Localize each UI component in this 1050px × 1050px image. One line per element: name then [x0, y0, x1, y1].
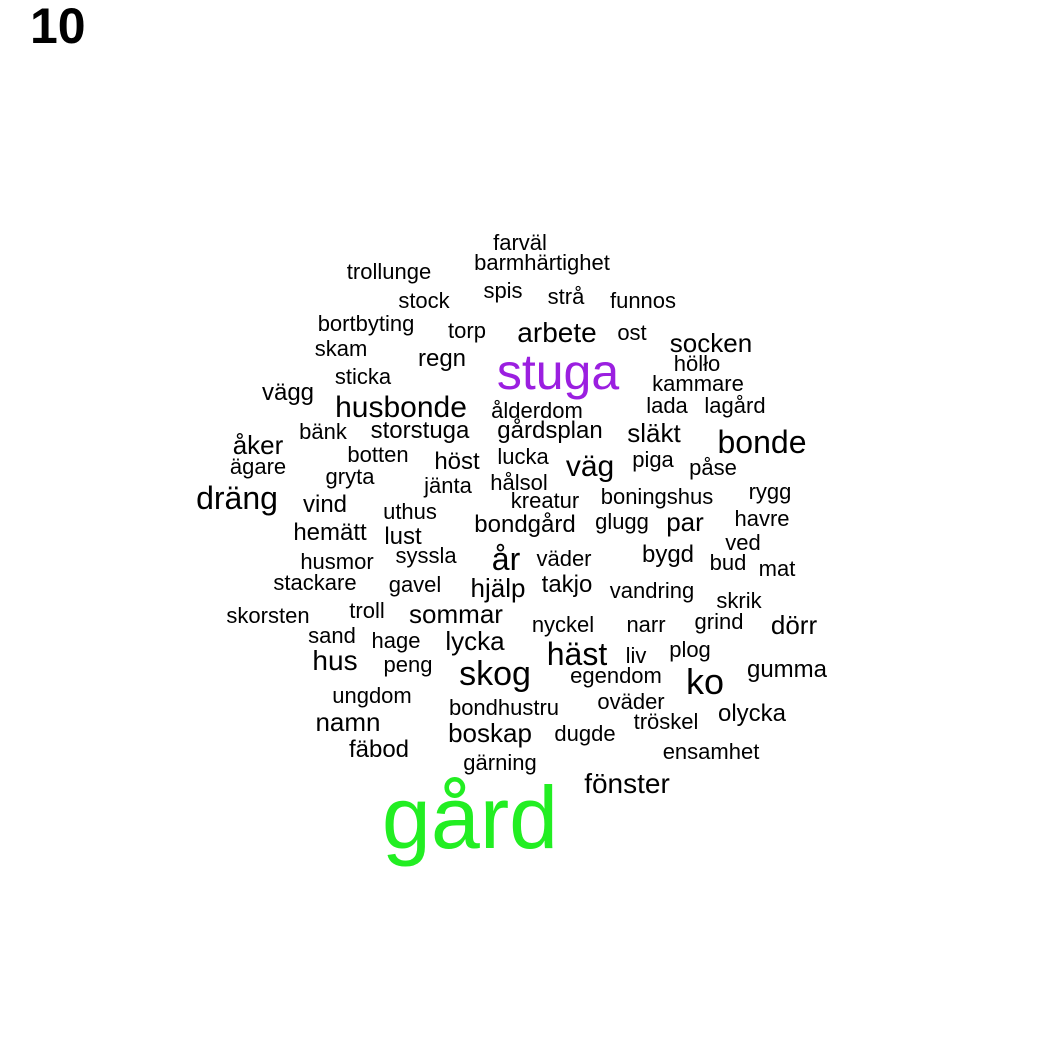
word-plog: plog: [669, 637, 711, 662]
word-funnos: funnos: [609, 288, 677, 313]
word-host: höst: [434, 448, 480, 475]
word-grind: grind: [694, 609, 744, 634]
word-takjo: takjo: [541, 571, 593, 598]
word-farval: farväl: [493, 230, 547, 255]
word-storstuga: storstuga: [370, 417, 470, 444]
word-olycka: olycka: [717, 700, 787, 727]
word-lycka: lycka: [445, 626, 505, 656]
word-ensamhet: ensamhet: [662, 739, 760, 764]
panel-label: 10: [30, 0, 86, 54]
word-vader: väder: [536, 546, 592, 571]
word-halsol: hålsol: [490, 470, 548, 495]
word-vind: vind: [302, 491, 348, 518]
word-lada: lada: [646, 393, 688, 418]
word-skrik: skrik: [716, 588, 762, 613]
word-glugg: glugg: [595, 509, 649, 534]
word-lucka: lucka: [497, 444, 549, 469]
word-ar: år: [491, 541, 521, 577]
word-ost: ost: [617, 320, 647, 345]
word-egendom: egendom: [570, 663, 662, 688]
word-stra: strå: [547, 284, 585, 309]
word-sticka: sticka: [334, 364, 392, 389]
word-alderdom: ålderdom: [491, 398, 583, 423]
word-bygd: bygd: [641, 541, 695, 568]
word-husbonde: husbonde: [335, 391, 467, 424]
word-troll: troll: [349, 598, 385, 623]
word-stackare: stackare: [273, 570, 357, 595]
word-barmhartighet: barmhärtighet: [474, 250, 610, 275]
word-agare: ägare: [229, 454, 287, 479]
word-peng: peng: [383, 652, 433, 677]
word-mat: mat: [758, 556, 796, 581]
word-boskap: boskap: [448, 718, 532, 748]
word-fabod: fäbod: [348, 736, 410, 763]
word-socken: socken: [669, 328, 753, 358]
word-bondgard: bondgård: [474, 511, 576, 538]
word-ovader: oväder: [597, 689, 665, 714]
word-torp: torp: [448, 318, 486, 343]
word-hus: hus: [312, 645, 358, 676]
word-par: par: [666, 507, 704, 537]
word-bank: bänk: [299, 419, 347, 444]
word-garning: gärning: [463, 750, 537, 775]
word-aker: åker: [232, 430, 284, 460]
word-slakt: släkt: [627, 418, 681, 448]
word-bondhustru: bondhustru: [448, 695, 560, 720]
word-vag: väg: [565, 450, 615, 483]
word-bortbyting: bortbyting: [317, 311, 415, 336]
word-lagard: lagård: [704, 393, 766, 418]
word-sommar: sommar: [409, 599, 503, 629]
word-skog: skog: [459, 655, 531, 693]
word-havre: havre: [734, 506, 790, 531]
word-gard: gård: [381, 768, 559, 867]
word-janta: jänta: [424, 473, 472, 498]
word-drang: dräng: [196, 480, 278, 516]
word-hage: hage: [371, 628, 421, 653]
word-bud: bud: [709, 550, 747, 575]
word-regn: regn: [417, 345, 467, 372]
word-piga: piga: [632, 447, 674, 472]
word-uthus: uthus: [383, 499, 437, 524]
word-dugde: dugde: [554, 721, 616, 746]
word-ko: ko: [685, 661, 725, 702]
word-gumma: gumma: [746, 656, 828, 683]
word-dorr: dörr: [770, 610, 818, 640]
word-troskel: tröskel: [633, 709, 699, 734]
word-boningshus: boningshus: [600, 484, 714, 509]
word-nyckel: nyckel: [531, 612, 595, 637]
word-spis: spis: [483, 278, 523, 303]
word-liv: liv: [625, 643, 647, 668]
word-husmor: husmor: [300, 549, 374, 574]
word-hol-o: hölło: [673, 351, 721, 376]
word-kammare: kammare: [652, 371, 744, 396]
word-botten: botten: [347, 442, 409, 467]
word-rygg: rygg: [748, 479, 792, 504]
word-fonster: fönster: [584, 768, 670, 799]
word-gardsplan: gårdsplan: [497, 417, 603, 444]
word-sand: sand: [308, 623, 356, 648]
word-hematt: hemätt: [293, 519, 367, 546]
word-gryta: gryta: [325, 464, 375, 489]
word-gavel: gavel: [388, 572, 442, 597]
word-lust: lust: [384, 523, 422, 550]
word-vandring: vandring: [609, 578, 695, 603]
word-bonde: bonde: [717, 424, 807, 460]
word-stock: stock: [398, 288, 450, 313]
word-arbete: arbete: [517, 317, 597, 348]
word-kreatur: kreatur: [510, 488, 580, 513]
word-vagg: vägg: [261, 379, 315, 406]
word-pase: påse: [689, 455, 737, 480]
word-ungdom: ungdom: [332, 683, 412, 708]
word-stuga: stuga: [496, 344, 620, 400]
word-namn: namn: [315, 707, 381, 737]
word-skorsten: skorsten: [226, 603, 310, 628]
word-syssla: syssla: [395, 543, 457, 568]
word-hast: häst: [546, 636, 608, 672]
word-skam: skam: [314, 336, 368, 361]
word-ved: ved: [725, 530, 761, 555]
word-hjalp: hjälp: [470, 573, 526, 603]
word-trollunge: trollunge: [346, 259, 432, 284]
word-narr: narr: [626, 612, 666, 637]
